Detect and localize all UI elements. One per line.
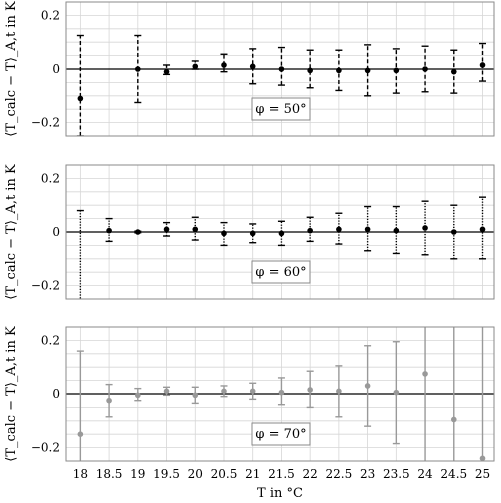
data-point — [479, 62, 486, 68]
data-point — [450, 229, 457, 235]
annotation-frame — [251, 260, 311, 284]
data-point — [192, 63, 199, 70]
data-point — [364, 67, 371, 74]
chart-panel-1: −0.2 0 0.2 ⟨T_calc − T⟩_A,t in K φ = 50° — [4, 1, 495, 137]
data-point — [221, 388, 227, 395]
annotation-frame — [251, 97, 311, 121]
annotation-label: φ = 70° — [255, 427, 306, 442]
y-axis-label: ⟨T_calc − T⟩_A,t in K — [4, 164, 19, 300]
annotation-box: φ = 60° — [251, 260, 311, 284]
y-tick-label: 0 — [52, 387, 60, 401]
x-axis-label: T in °C — [257, 486, 303, 501]
data-point — [106, 397, 112, 404]
y-tick-label: 0 — [52, 62, 60, 76]
y-tick-label: −0.2 — [31, 441, 60, 455]
data-point — [450, 416, 457, 423]
y-tick-label: 0.2 — [41, 8, 60, 22]
annotation-frame — [251, 422, 311, 446]
data-point — [221, 230, 227, 237]
data-point — [163, 388, 170, 395]
data-point — [106, 227, 112, 234]
x-tick-label: 22.5 — [326, 467, 353, 481]
data-point — [393, 67, 400, 74]
x-tick-label: 25 — [475, 467, 490, 481]
data-point — [422, 371, 428, 377]
data-point — [278, 230, 285, 237]
y-tick-label: −0.2 — [31, 279, 60, 293]
data-layer — [76, 196, 487, 299]
data-point — [336, 388, 342, 395]
x-tick-label: 19.5 — [153, 467, 180, 481]
x-tick-label: 23.5 — [383, 467, 410, 481]
data-point — [249, 388, 256, 395]
annotation-box: φ = 50° — [251, 97, 311, 121]
annotation-box: φ = 70° — [251, 422, 311, 446]
data-point — [249, 63, 256, 70]
y-axis-label: ⟨T_calc − T⟩_A,t in K — [4, 1, 19, 137]
x-tick-label: 18.5 — [96, 467, 123, 481]
chart-panel-2: −0.2 0 0.2 ⟨T_calc − T⟩_A,t in K φ = 60° — [4, 164, 495, 300]
data-point — [278, 389, 285, 396]
x-tick-label: 21.5 — [268, 467, 295, 481]
x-tick-label: 24.5 — [440, 467, 467, 481]
data-point — [307, 67, 313, 74]
data-point — [364, 383, 371, 389]
data-point — [163, 226, 170, 233]
data-point — [192, 226, 199, 233]
x-tick-label: 24 — [417, 467, 433, 481]
y-tick-label: 0 — [52, 225, 60, 239]
data-point — [479, 226, 486, 233]
data-point — [393, 389, 400, 396]
y-tick-label: 0.2 — [41, 333, 60, 347]
data-point — [336, 226, 342, 233]
data-point — [422, 225, 428, 231]
data-point — [364, 226, 371, 233]
plot-frame — [65, 164, 495, 300]
data-point — [192, 392, 199, 399]
data-point — [221, 62, 227, 68]
x-tick-label: 18 — [73, 467, 88, 481]
data-layer — [76, 327, 486, 461]
data-point — [163, 68, 170, 75]
data-point — [135, 66, 141, 72]
x-tick-label: 23 — [360, 467, 375, 481]
y-tick-label: 0.2 — [41, 171, 60, 185]
data-point — [393, 227, 400, 234]
data-point — [77, 95, 84, 102]
data-point — [422, 66, 428, 72]
data-point — [77, 431, 84, 438]
y-tick-label: −0.2 — [31, 116, 60, 130]
data-point — [479, 455, 486, 461]
data-point — [135, 229, 141, 235]
y-axis-label: ⟨T_calc − T⟩_A,t in K — [4, 326, 19, 462]
x-tick-label: 20.5 — [211, 467, 238, 481]
data-point — [307, 387, 313, 393]
annotation-label: φ = 50° — [255, 102, 306, 117]
x-tick-label: 20 — [188, 467, 203, 481]
chart-panel-3: −0.2 0 0.2 ⟨T_calc − T⟩_A,t in K φ = 70° 18 18… — [4, 326, 495, 501]
data-layer — [76, 34, 487, 136]
x-tick-label: 22 — [303, 467, 318, 481]
data-point — [450, 68, 457, 75]
data-point — [336, 67, 342, 74]
data-point — [307, 227, 313, 234]
data-point — [249, 230, 256, 237]
data-point — [135, 392, 141, 399]
x-tick-label: 19 — [130, 467, 145, 481]
plot-frame — [65, 326, 495, 462]
data-point — [278, 66, 285, 72]
x-tick-label: 21 — [245, 467, 260, 481]
plot-frame — [65, 1, 495, 137]
annotation-label: φ = 60° — [255, 265, 306, 280]
